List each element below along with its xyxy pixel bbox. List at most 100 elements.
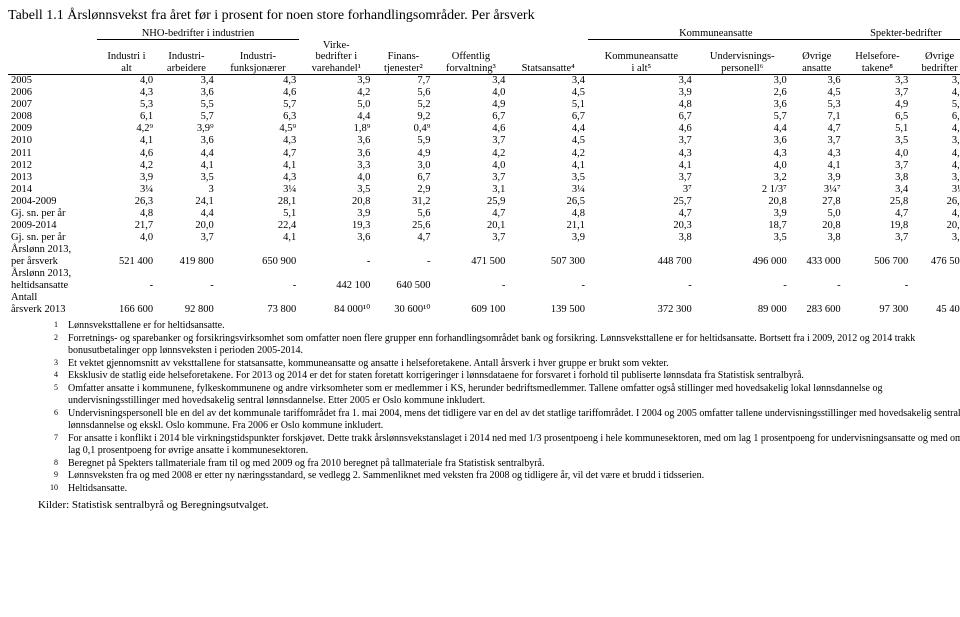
cell: 19,3 bbox=[299, 220, 373, 232]
cell: 25,6 bbox=[373, 220, 433, 232]
cell: 3,6 bbox=[695, 135, 790, 147]
footnote-number: 5 bbox=[8, 383, 68, 408]
cell: 4,0 bbox=[299, 172, 373, 184]
cell: 6,7 bbox=[433, 111, 508, 123]
cell: 4,6 bbox=[433, 123, 508, 135]
cell: 3,7 bbox=[433, 232, 508, 244]
cell: 4,4 bbox=[156, 208, 217, 220]
cell: 18,7 bbox=[695, 220, 790, 232]
footnote-number: 9 bbox=[8, 470, 68, 483]
cell: 3,4 bbox=[433, 75, 508, 88]
cell: 3,7 bbox=[588, 172, 695, 184]
cell: 4,8 bbox=[588, 99, 695, 111]
cell: 4,0 bbox=[97, 75, 156, 88]
table-row: 20064,33,64,64,25,64,04,53,92,64,53,74,8 bbox=[8, 87, 960, 99]
cell: 3,7 bbox=[433, 135, 508, 147]
cell: 5,7 bbox=[156, 111, 217, 123]
cell: 3,5 bbox=[844, 135, 912, 147]
table-row: Gj. sn. per år4,84,45,13,95,64,74,84,73,… bbox=[8, 208, 960, 220]
cell: 3,0 bbox=[373, 160, 433, 172]
cell: 97 300 bbox=[844, 292, 912, 316]
footnote: 7For ansatte i konflikt i 2014 ble virkn… bbox=[8, 433, 960, 458]
cell: 4,3 bbox=[790, 148, 844, 160]
cell: 22,4 bbox=[217, 220, 300, 232]
cell: 24,1 bbox=[156, 196, 217, 208]
cell: 4,1 bbox=[911, 148, 960, 160]
footnote-text: Omfatter ansatte i kommunene, fylkeskomm… bbox=[68, 383, 960, 408]
cell: 6,3 bbox=[217, 111, 300, 123]
cell: 4,3 bbox=[217, 135, 300, 147]
cell: 3,7 bbox=[588, 135, 695, 147]
cell: 3,7 bbox=[844, 232, 912, 244]
cell: 4,7 bbox=[373, 232, 433, 244]
cell: 2,9 bbox=[373, 184, 433, 196]
cell: 6,7 bbox=[588, 111, 695, 123]
cell: 4,9 bbox=[433, 99, 508, 111]
cell: 3,9 bbox=[588, 87, 695, 99]
cell: 4,5 bbox=[508, 87, 588, 99]
cell: 4,1 bbox=[97, 135, 156, 147]
footnote: 4Eksklusiv de statlig eide helseforetake… bbox=[8, 370, 960, 383]
cell: 4,6 bbox=[97, 148, 156, 160]
cell: - bbox=[373, 244, 433, 268]
source-line: Kilder: Statistisk sentralbyrå og Beregn… bbox=[8, 499, 960, 511]
row-label: 2004-2009 bbox=[8, 196, 97, 208]
footnote: 5Omfatter ansatte i kommunene, fylkeskom… bbox=[8, 383, 960, 408]
cell: - bbox=[790, 268, 844, 292]
cell: 650 900 bbox=[217, 244, 300, 268]
cell: 6,5 bbox=[844, 111, 912, 123]
group-header-row: NHO-bedrifter i industrien Kommuneansatt… bbox=[8, 28, 960, 40]
cell: 4,5 bbox=[508, 135, 588, 147]
cell: 4,3 bbox=[217, 172, 300, 184]
row-label: Årslønn 2013,per årsverk bbox=[8, 244, 97, 268]
cell: 4,5 bbox=[790, 87, 844, 99]
row-label: Gj. sn. per år bbox=[8, 232, 97, 244]
cell: 3,6 bbox=[299, 135, 373, 147]
cell: 21,1 bbox=[508, 220, 588, 232]
cell: 3,5 bbox=[695, 232, 790, 244]
cell: 4,2 bbox=[299, 87, 373, 99]
table-title: Tabell 1.1 Årslønnsvekst fra året før i … bbox=[8, 8, 960, 24]
col-header: Øvrigeansatte bbox=[790, 40, 844, 75]
col-header: Undervisnings-personell⁶ bbox=[695, 40, 790, 75]
cell: 4,7 bbox=[844, 208, 912, 220]
cell: 448 700 bbox=[588, 244, 695, 268]
cell: 30 600¹⁰ bbox=[373, 292, 433, 316]
cell: 4,6 bbox=[217, 87, 300, 99]
row-label: 2009 bbox=[8, 123, 97, 135]
cell: 4,5⁹ bbox=[217, 123, 300, 135]
cell: 5,5 bbox=[156, 99, 217, 111]
cell: 506 700 bbox=[844, 244, 912, 268]
table-row: Årslønn 2013,heltidsansatte---442 100640… bbox=[8, 268, 960, 292]
cell: 4,8 bbox=[508, 208, 588, 220]
cell: 139 500 bbox=[508, 292, 588, 316]
footnote-text: Heltidsansatte. bbox=[68, 483, 960, 496]
cell: 4,4 bbox=[156, 148, 217, 160]
cell: - bbox=[299, 244, 373, 268]
cell: 5,3 bbox=[790, 99, 844, 111]
col-header: Statsansatte⁴ bbox=[508, 40, 588, 75]
footnote-number: 6 bbox=[8, 408, 68, 433]
cell: 433 000 bbox=[790, 244, 844, 268]
col-header: Øvrigebedrifter bbox=[911, 40, 960, 75]
row-label: 2011 bbox=[8, 148, 97, 160]
cell: 3,9 bbox=[97, 172, 156, 184]
cell: 4,2⁹ bbox=[97, 123, 156, 135]
cell: 5,7 bbox=[217, 99, 300, 111]
cell: 5,7 bbox=[695, 111, 790, 123]
cell: 31,2 bbox=[373, 196, 433, 208]
cell: 27,8 bbox=[790, 196, 844, 208]
cell: 4,2 bbox=[911, 160, 960, 172]
cell: 4,7 bbox=[790, 123, 844, 135]
group-header-nho: NHO-bedrifter i industrien bbox=[97, 28, 299, 40]
cell: 3,6 bbox=[911, 172, 960, 184]
cell: 5,1 bbox=[217, 208, 300, 220]
table-row: 20143¼33¼3,52,93,13¼3⁷2 1/3⁷3¼⁷3,43¼ bbox=[8, 184, 960, 196]
cell: 3,7 bbox=[911, 232, 960, 244]
cell: 4,1 bbox=[508, 160, 588, 172]
footnote: 2Forretnings- og sparebanker og forsikri… bbox=[8, 333, 960, 358]
cell: 6,7 bbox=[508, 111, 588, 123]
cell: 3,9 bbox=[790, 172, 844, 184]
table-row: Årslønn 2013,per årsverk521 400419 80065… bbox=[8, 244, 960, 268]
cell: 6,7 bbox=[373, 172, 433, 184]
